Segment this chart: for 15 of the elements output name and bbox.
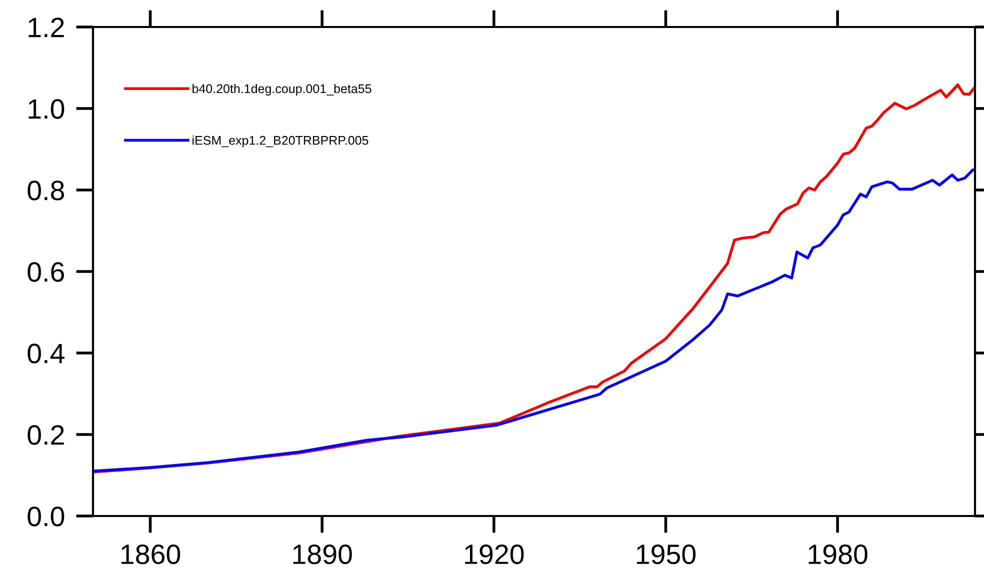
x-tick-label: 1950	[636, 544, 696, 564]
x-tick-label: 1860	[121, 544, 180, 564]
x-tick-label: 1890	[293, 544, 352, 564]
line-series	[93, 168, 975, 473]
legend-label: iESM_exp1.2_B20TRBPRP.005	[192, 136, 368, 148]
y-tick-label: 0.4	[28, 344, 64, 364]
x-tick-label: 1920	[465, 544, 524, 564]
y-tick-label: 1.2	[28, 18, 64, 38]
y-tick-label: 1.0	[28, 99, 64, 119]
y-tick-label: 0.8	[28, 180, 64, 200]
y-tick-label: 0.0	[28, 506, 64, 526]
y-tick-label: 0.2	[28, 425, 64, 445]
legend-label: b40.20th.1deg.coup.001_beta55	[192, 84, 372, 96]
x-tick-label: 1980	[808, 544, 868, 564]
y-tick-label: 0.6	[28, 262, 64, 282]
